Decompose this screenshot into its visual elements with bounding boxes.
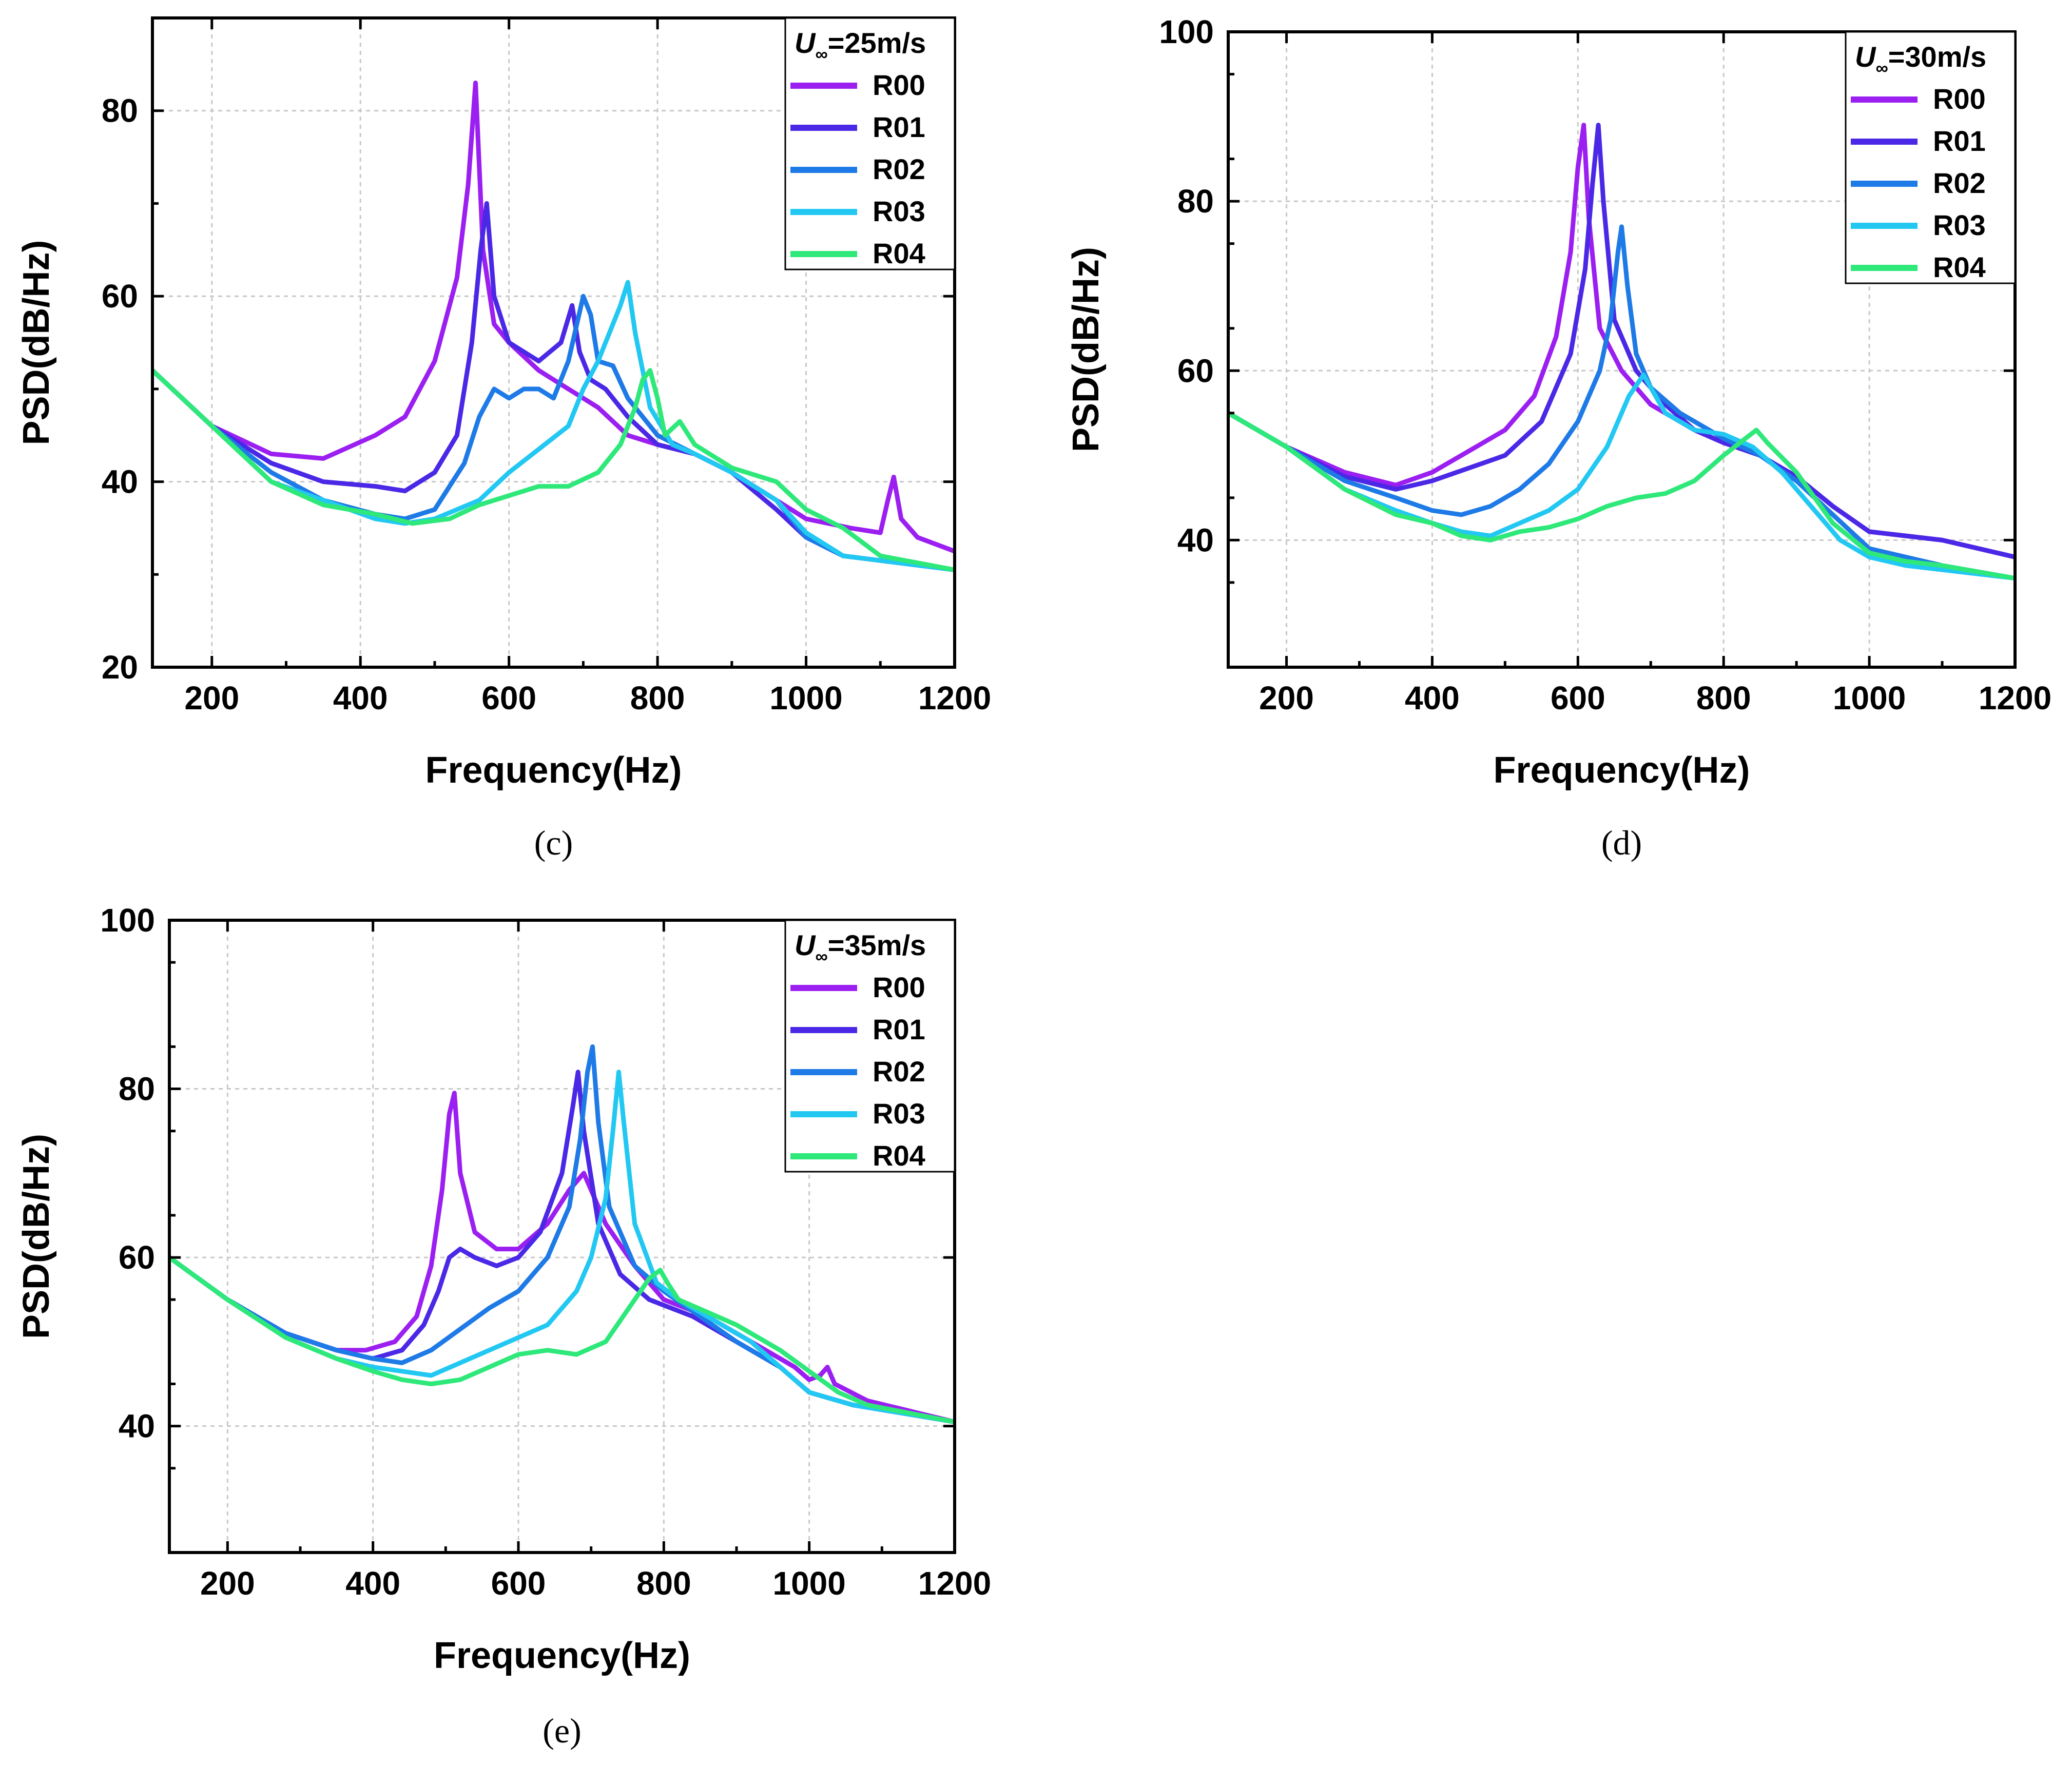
y-tick-label: 80 <box>102 92 138 129</box>
x-tick-label: 800 <box>1696 680 1751 716</box>
panel-label: (d) <box>1601 823 1642 862</box>
x-tick-label: 600 <box>491 1565 546 1602</box>
y-axis-label: PSD(dB/Hz) <box>1066 247 1107 452</box>
panel-label: (e) <box>543 1711 581 1750</box>
legend-title-sub: ∞ <box>815 45 827 64</box>
legend-label-r01: R01 <box>1933 125 1986 157</box>
legend-label-r03: R03 <box>873 195 925 227</box>
legend-title-val: =30m/s <box>1888 41 1987 73</box>
legend-title-var: U <box>795 929 816 961</box>
chart-panel-c: 200 400 600 800 1000 1200 20 40 60 80 Frequency(Hz… <box>16 16 991 862</box>
y-axis-label: PSD(dB/Hz) <box>16 240 57 445</box>
x-tick-label: 200 <box>200 1565 255 1602</box>
y-axis-label: PSD(dB/Hz) <box>16 1134 57 1339</box>
y-tick-label: 100 <box>100 902 155 939</box>
y-tick-label: 60 <box>102 278 138 315</box>
x-axis-label: Frequency(Hz) <box>425 750 682 791</box>
chart-panel-e: 200 400 600 800 1000 1200 40 60 80 100 Frequency(H… <box>16 902 991 1750</box>
legend: U∞=30m/s R00 R01 R02 R03 R04 <box>1845 31 2016 284</box>
y-tick-label: 80 <box>119 1071 155 1108</box>
x-tick-label: 1000 <box>772 1565 845 1602</box>
x-tick-label: 1000 <box>769 680 842 716</box>
series-line-r03 <box>169 1070 955 1424</box>
panel-label: (c) <box>534 823 573 862</box>
plot-frame <box>168 919 956 1554</box>
plot-frame <box>151 16 956 669</box>
plot-frame <box>1227 30 2017 669</box>
legend-title-val: =35m/s <box>828 929 926 961</box>
series-line-r02 <box>152 294 955 572</box>
series-line-r02 <box>1228 224 2015 581</box>
legend-label-r04: R04 <box>873 237 925 269</box>
legend-label-r04: R04 <box>1933 251 1986 283</box>
legend-label-r02: R02 <box>873 1055 925 1088</box>
x-tick-label: 600 <box>481 680 536 716</box>
series-line-r03 <box>152 280 955 572</box>
legend-label-r00: R00 <box>1933 83 1986 115</box>
series-line-r01 <box>1228 123 2015 559</box>
x-tick-label: 1000 <box>1833 680 1906 716</box>
x-axis-label: Frequency(Hz) <box>1493 750 1750 791</box>
legend-label-r00: R00 <box>873 971 925 1003</box>
y-tick-label: 60 <box>1177 352 1214 389</box>
x-tick-label: 800 <box>636 1565 691 1602</box>
y-tick-label: 80 <box>1177 183 1214 220</box>
legend-title-sub: ∞ <box>1875 59 1888 78</box>
y-tick-label: 20 <box>102 649 138 686</box>
x-tick-label: 400 <box>345 1565 400 1602</box>
legend-label-r01: R01 <box>873 111 925 143</box>
y-tick-label: 40 <box>102 463 138 500</box>
legend-label-r03: R03 <box>1933 209 1986 241</box>
x-tick-label: 400 <box>333 680 388 716</box>
legend-title: U∞=25m/s <box>795 27 926 64</box>
x-axis-label: Frequency(Hz) <box>434 1635 690 1676</box>
series-line-r04 <box>169 1255 955 1424</box>
legend-title: U∞=30m/s <box>1855 41 1986 78</box>
legend: U∞=25m/s R00 R01 R02 R03 R04 <box>784 17 956 270</box>
x-tick-label: 200 <box>1259 680 1314 716</box>
legend-box <box>1845 31 2016 284</box>
legend-label-r00: R00 <box>873 69 925 101</box>
y-tick-label: 100 <box>1159 13 1214 50</box>
legend-label-r03: R03 <box>873 1097 925 1130</box>
x-tick-label: 1200 <box>1979 680 2051 716</box>
legend-title-var: U <box>1855 41 1876 73</box>
legend-box <box>784 17 956 270</box>
x-tick-label: 1200 <box>918 1565 991 1602</box>
legend-label-r04: R04 <box>873 1139 925 1172</box>
y-tick-label: 60 <box>119 1239 155 1276</box>
x-tick-label: 200 <box>184 680 239 716</box>
legend-label-r02: R02 <box>1933 167 1986 199</box>
y-tick-label: 40 <box>119 1408 155 1445</box>
legend-title-sub: ∞ <box>815 947 827 966</box>
x-tick-label: 1200 <box>918 680 991 716</box>
series-line-r04 <box>1228 411 2015 581</box>
series-line-r00 <box>169 1091 955 1424</box>
y-tick-label: 40 <box>1177 521 1214 558</box>
series-line-r00 <box>152 81 955 554</box>
series-line-r01 <box>152 201 955 572</box>
legend-box <box>784 919 956 1173</box>
x-tick-label: 600 <box>1551 680 1605 716</box>
chart-panel-d: 200 400 600 800 1000 1200 40 60 80 100 Frequency(H… <box>1066 13 2051 862</box>
x-tick-label: 400 <box>1405 680 1460 716</box>
legend: U∞=35m/s R00 R01 R02 R03 R04 <box>784 919 956 1173</box>
legend-label-r02: R02 <box>873 153 925 185</box>
legend-label-r01: R01 <box>873 1013 925 1045</box>
series-line-r04 <box>152 368 955 572</box>
x-tick-label: 800 <box>630 680 685 716</box>
series-line-r02 <box>169 1044 955 1424</box>
legend-title: U∞=35m/s <box>795 929 926 966</box>
legend-title-var: U <box>795 27 816 59</box>
legend-title-val: =25m/s <box>828 27 926 59</box>
